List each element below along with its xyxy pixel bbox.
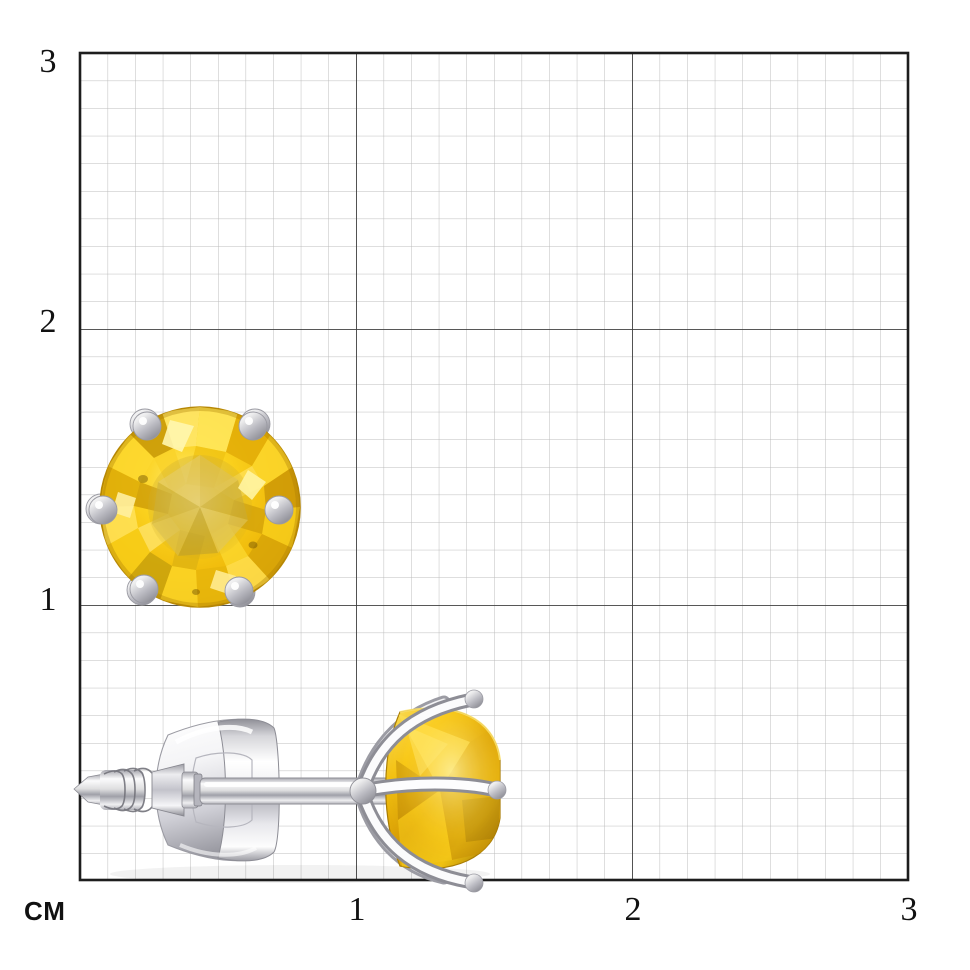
measurement-grid	[78, 51, 910, 882]
y-tick-3: 3	[39, 43, 57, 80]
screw-thread	[73, 767, 156, 813]
earring-back	[155, 718, 280, 862]
y-tick-2: 2	[39, 303, 57, 340]
stud-earring-side-view	[73, 689, 507, 893]
round-gemstone-face-up	[85, 406, 301, 608]
gem-prongs-front	[88, 411, 294, 606]
y-tick-1: 1	[39, 581, 57, 618]
x-tick-1: 1	[348, 891, 366, 928]
gem-prongs-side	[349, 689, 507, 893]
earring-collar	[151, 763, 203, 817]
x-tick-2: 2	[624, 891, 642, 928]
x-tick-3: 3	[900, 891, 918, 928]
gem-facets	[100, 407, 300, 607]
unit-label-cm: CM	[24, 896, 66, 926]
